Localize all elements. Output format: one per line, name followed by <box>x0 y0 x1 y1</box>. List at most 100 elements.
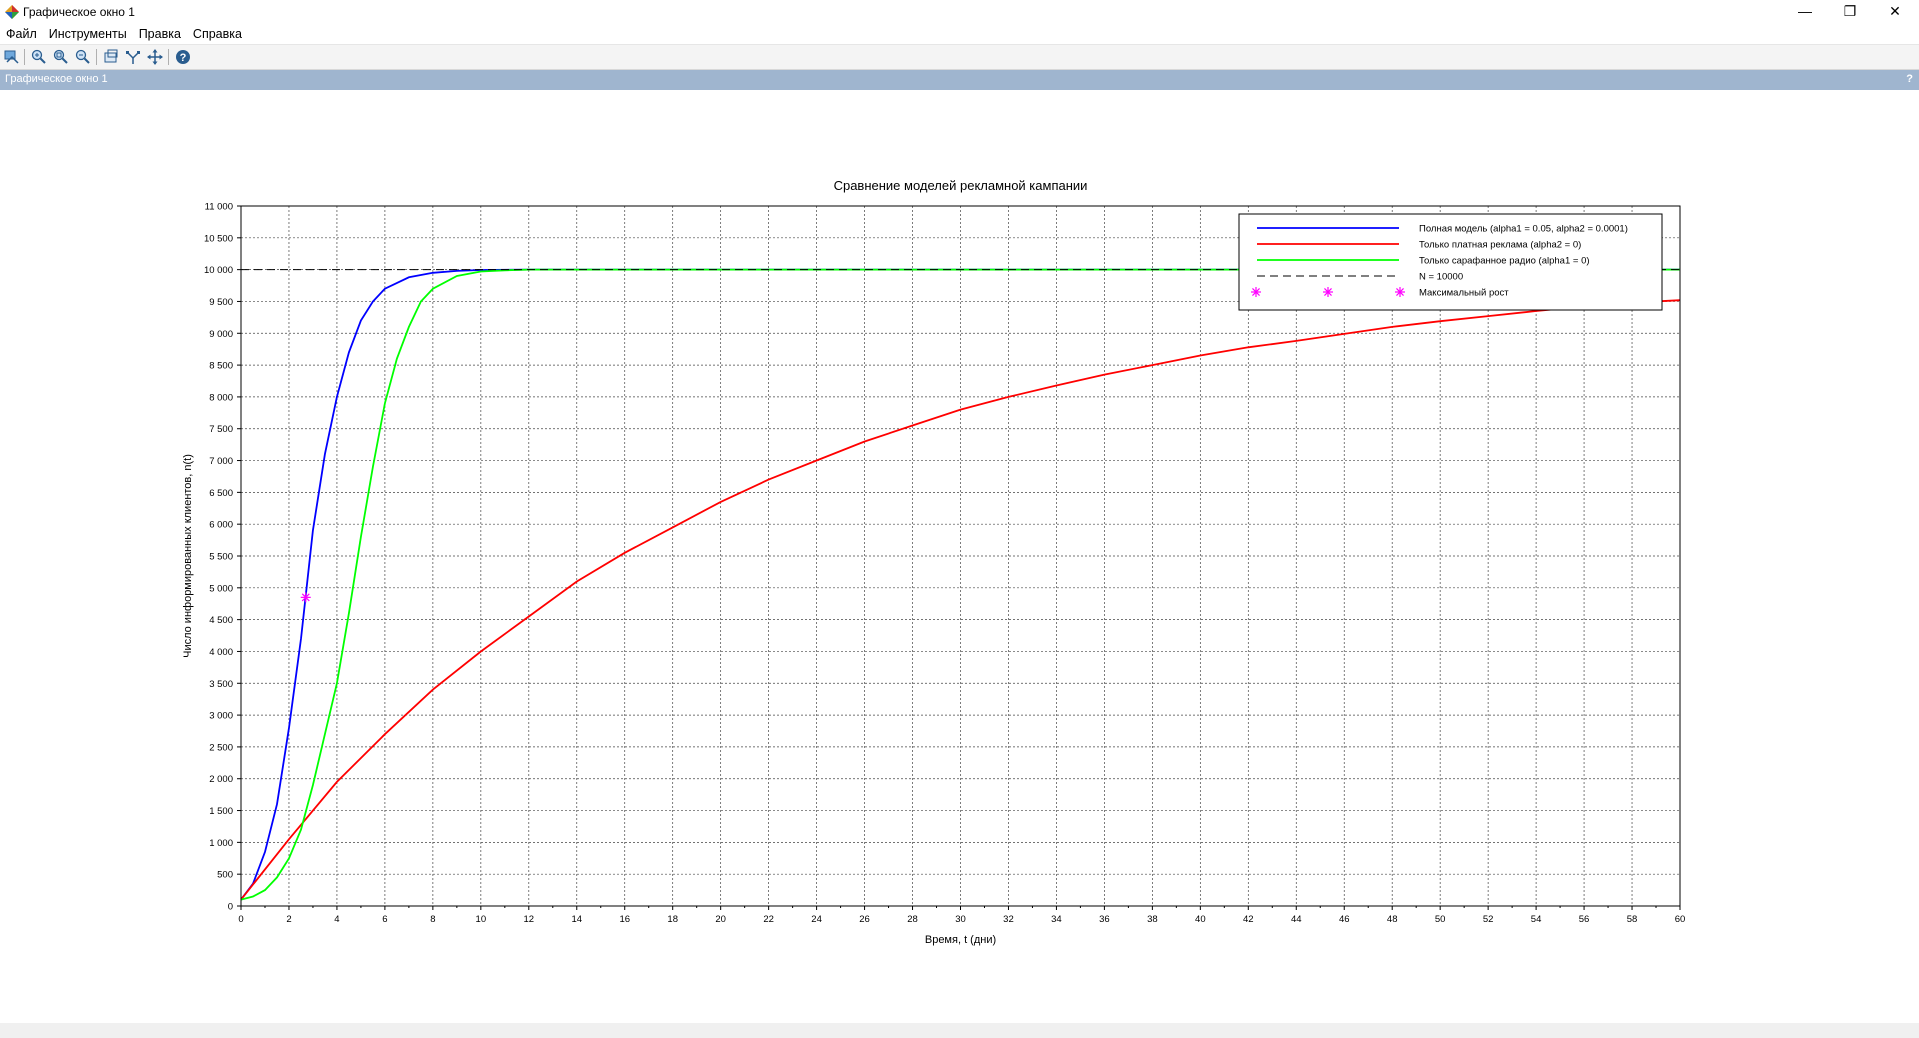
x-tick-label: 46 <box>1339 914 1350 925</box>
datatip-icon <box>4 50 19 64</box>
x-tick-label: 52 <box>1483 914 1494 925</box>
y-tick-label: 8 000 <box>209 392 233 403</box>
series-line-1 <box>240 299 1681 901</box>
app-icon <box>5 5 19 19</box>
x-tick-label: 20 <box>715 914 726 925</box>
y-tick-label: 6 500 <box>209 488 233 499</box>
zoom-area-button[interactable] <box>52 48 70 66</box>
x-tick-label: 0 <box>238 914 243 925</box>
minimize-button[interactable]: — <box>1782 0 1828 22</box>
datatip-button[interactable] <box>3 48 21 66</box>
close-icon: ✕ <box>1889 2 1901 19</box>
x-tick-label: 58 <box>1627 914 1638 925</box>
menu-help[interactable]: Справка <box>192 27 242 41</box>
x-tick-label: 14 <box>571 914 582 925</box>
y-tick-label: 8 500 <box>209 361 233 372</box>
legend-label-3: N = 10000 <box>1419 272 1463 283</box>
menu-file[interactable]: Файл <box>6 27 37 41</box>
legend: Полная модель (alpha1 = 0.05, alpha2 = 0… <box>1238 213 1663 311</box>
menu-edit[interactable]: Правка <box>138 27 181 41</box>
y-tick-label: 0 <box>228 902 233 913</box>
rotate-icon <box>104 49 118 63</box>
toolbar-separator <box>168 49 169 65</box>
marker-stroke <box>301 593 310 602</box>
x-tick-label: 34 <box>1051 914 1062 925</box>
x-tick-label: 8 <box>430 914 435 925</box>
x-tick-label: 12 <box>524 914 535 925</box>
y-tick-label: 2 000 <box>209 774 233 785</box>
panel-help-button[interactable]: ? <box>1906 73 1913 85</box>
y-tick-label: 10 000 <box>204 265 233 276</box>
minimize-icon: — <box>1798 3 1812 19</box>
rotate-button[interactable] <box>102 48 120 66</box>
legend-box <box>1238 213 1663 311</box>
series-layer <box>240 268 1681 901</box>
chart-title: Сравнение моделей рекламной кампании <box>834 178 1088 193</box>
edit-curve-icon <box>126 51 140 64</box>
zoom-area-icon <box>53 49 68 64</box>
x-tick-label: 18 <box>667 914 678 925</box>
legend-marker-swatch <box>1395 287 1405 297</box>
x-tick-label: 6 <box>382 914 387 925</box>
x-tick-label: 56 <box>1579 914 1590 925</box>
y-tick-label: 6 000 <box>209 520 233 531</box>
x-tick-label: 2 <box>286 914 291 925</box>
toolbar-separator <box>96 49 97 65</box>
x-tick-label: 16 <box>619 914 630 925</box>
x-tick-label: 28 <box>907 914 918 925</box>
y-tick-label: 3 000 <box>209 711 233 722</box>
y-tick-label: 2 500 <box>209 742 233 753</box>
help-button[interactable]: ? <box>174 48 192 66</box>
y-tick-label: 7 500 <box>209 424 233 435</box>
y-tick-label: 9 000 <box>209 329 233 340</box>
x-axis-label: Время, t (дни) <box>925 934 996 946</box>
x-tick-label: 50 <box>1435 914 1446 925</box>
zoom-out-icon <box>75 49 90 64</box>
restore-button[interactable]: ❐ <box>1827 0 1873 22</box>
zoom-out-button[interactable] <box>74 48 92 66</box>
x-tick-label: 38 <box>1147 914 1158 925</box>
y-tick-label: 3 500 <box>209 679 233 690</box>
panel-title: Графическое окно 1 <box>5 73 108 85</box>
x-tick-label: 48 <box>1387 914 1398 925</box>
toolbar-separator <box>24 49 25 65</box>
x-tick-label: 44 <box>1291 914 1302 925</box>
plot-canvas: 0 2 4 6 8 10 12 14 16 18 20 22 24 26 28 30 32 34 36 38 40 42 4… <box>182 178 1685 946</box>
legend-label-0: Полная модель (alpha1 = 0.05, alpha2 = 0… <box>1419 224 1628 235</box>
menu-bar: Файл Инструменты Правка Справка <box>0 24 1919 44</box>
pan-icon <box>147 49 163 65</box>
legend-marker-swatch <box>1251 287 1261 297</box>
series-line-2 <box>240 268 1680 901</box>
pan-button[interactable] <box>146 48 164 66</box>
y-tick-label: 5 500 <box>209 552 233 563</box>
marker-stroke <box>1396 288 1404 296</box>
y-tick-label: 11 000 <box>205 202 233 213</box>
restore-icon: ❐ <box>1843 2 1857 19</box>
marker-stroke <box>1324 288 1332 296</box>
edit-curve-button[interactable] <box>124 48 142 66</box>
close-button[interactable]: ✕ <box>1872 0 1918 22</box>
zoom-in-button[interactable] <box>30 48 48 66</box>
menu-tools[interactable]: Инструменты <box>48 27 127 41</box>
legend-label-1: Только платная реклама (alpha2 = 0) <box>1419 240 1581 251</box>
series-line-0 <box>240 268 1680 901</box>
status-bar <box>0 1023 1919 1038</box>
x-tick-label: 40 <box>1195 914 1206 925</box>
legend-label-4: Максимальный рост <box>1419 288 1509 299</box>
x-tick-label: 26 <box>859 914 870 925</box>
legend-marker-swatch <box>1323 287 1333 297</box>
y-axis-label: Число информированных клиентов, n(t) <box>182 454 194 658</box>
y-tick-label: 4 000 <box>209 647 233 658</box>
y-tick-label: 1 000 <box>209 838 233 849</box>
x-tick-label: 24 <box>811 914 822 925</box>
y-tick-label: 9 500 <box>209 297 233 308</box>
y-tick-label: 5 000 <box>209 583 233 594</box>
legend-label-2: Только сарафанное радио (alpha1 = 0) <box>1419 256 1590 267</box>
x-tick-label: 22 <box>763 914 774 925</box>
help-icon: ? <box>176 50 190 64</box>
x-tick-label: 10 <box>476 914 487 925</box>
window-title: Графическое окно 1 <box>23 5 135 19</box>
zoom-in-icon <box>31 49 46 64</box>
x-tick-label: 36 <box>1099 914 1110 925</box>
x-tick-label: 30 <box>955 914 966 925</box>
